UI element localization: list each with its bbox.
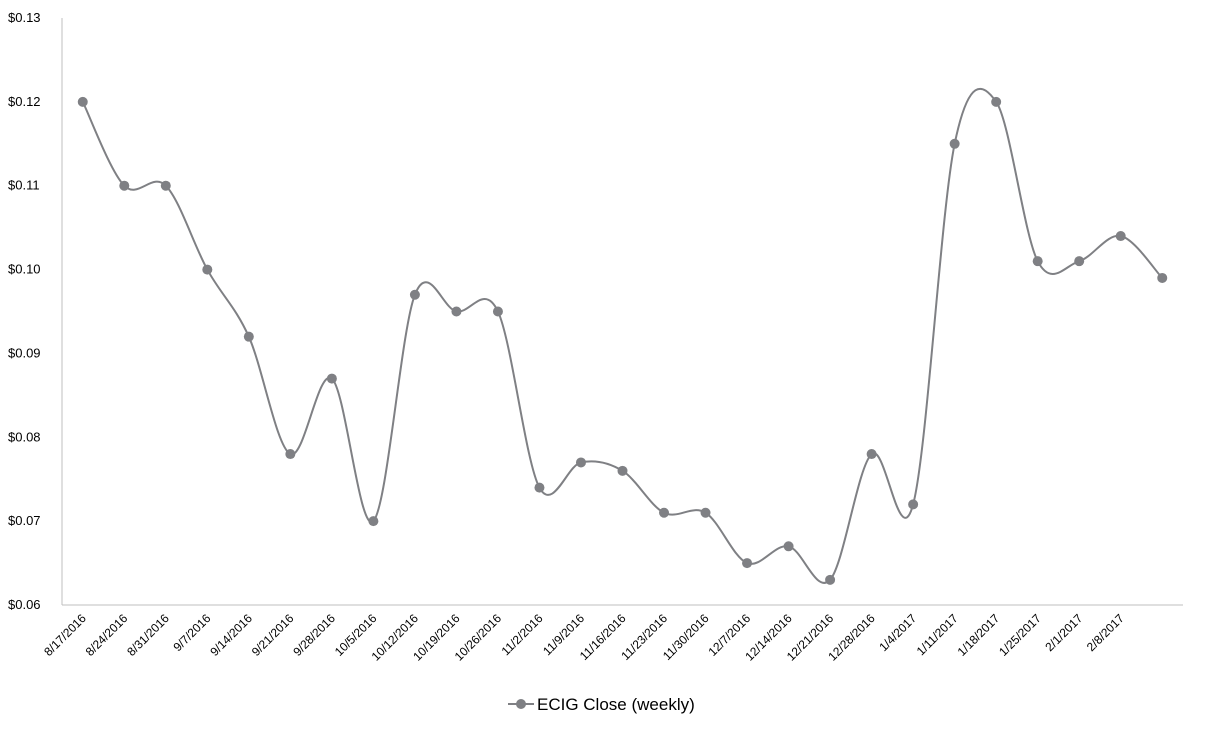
data-point bbox=[1032, 256, 1043, 267]
data-point bbox=[1074, 256, 1085, 267]
x-tick-label: 1/25/2017 bbox=[996, 611, 1044, 659]
x-tick-label: 1/18/2017 bbox=[955, 611, 1003, 659]
x-tick-label: 1/4/2017 bbox=[876, 611, 919, 654]
data-point bbox=[285, 449, 296, 460]
series-layer bbox=[77, 87, 1168, 585]
data-point bbox=[534, 482, 545, 493]
series-line bbox=[81, 87, 1163, 584]
data-point bbox=[492, 306, 503, 317]
data-point bbox=[742, 558, 753, 569]
data-point bbox=[77, 96, 88, 107]
data-point bbox=[700, 507, 711, 518]
y-tick-label: $0.13 bbox=[8, 10, 41, 25]
x-axis: 8/17/20168/24/20168/31/20169/7/20169/14/… bbox=[41, 604, 1183, 664]
data-point bbox=[368, 516, 379, 527]
data-point bbox=[1157, 272, 1168, 283]
data-point bbox=[991, 96, 1002, 107]
data-point bbox=[825, 574, 836, 585]
x-tick-label: 8/17/2016 bbox=[41, 611, 89, 659]
x-tick-label: 8/24/2016 bbox=[83, 611, 131, 659]
data-point bbox=[409, 289, 420, 300]
data-point bbox=[908, 499, 919, 510]
x-tick-label: 1/11/2017 bbox=[914, 611, 961, 658]
x-tick-label: 9/21/2016 bbox=[249, 611, 297, 659]
data-point bbox=[451, 306, 462, 317]
x-tick-label: 9/28/2016 bbox=[290, 611, 338, 659]
x-tick-label: 9/7/2016 bbox=[171, 611, 214, 654]
y-tick-label: $0.11 bbox=[8, 178, 40, 193]
data-point bbox=[783, 541, 794, 552]
data-point bbox=[243, 331, 254, 342]
data-point bbox=[1115, 231, 1126, 242]
y-tick-label: $0.06 bbox=[8, 597, 41, 612]
data-point bbox=[326, 373, 337, 384]
x-tick-label: 2/8/2017 bbox=[1084, 611, 1127, 654]
data-point bbox=[575, 457, 586, 468]
y-tick-label: $0.09 bbox=[8, 345, 41, 360]
x-tick-label: 11/2/2016 bbox=[499, 611, 546, 658]
x-tick-label: 8/31/2016 bbox=[124, 611, 172, 659]
data-point bbox=[866, 449, 877, 460]
y-tick-label: $0.12 bbox=[8, 94, 41, 109]
legend-label: ECIG Close (weekly) bbox=[537, 695, 695, 714]
y-axis: $0.06 $0.07 $0.08 $0.09 $0.10 $0.11 $0.12 $0.13 bbox=[8, 10, 63, 612]
data-point bbox=[119, 180, 130, 191]
legend: ECIG Close (weekly) bbox=[508, 695, 695, 714]
data-point bbox=[617, 465, 628, 476]
legend-marker bbox=[516, 699, 526, 709]
y-tick-label: $0.07 bbox=[8, 513, 41, 528]
data-point bbox=[659, 507, 670, 518]
x-tick-label: 2/1/2017 bbox=[1042, 611, 1085, 654]
y-tick-label: $0.10 bbox=[8, 262, 41, 277]
y-tick-label: $0.08 bbox=[8, 429, 41, 444]
data-point bbox=[949, 138, 960, 149]
x-tick-label: 9/14/2016 bbox=[207, 611, 255, 659]
data-point bbox=[202, 264, 213, 275]
data-point bbox=[160, 180, 171, 191]
